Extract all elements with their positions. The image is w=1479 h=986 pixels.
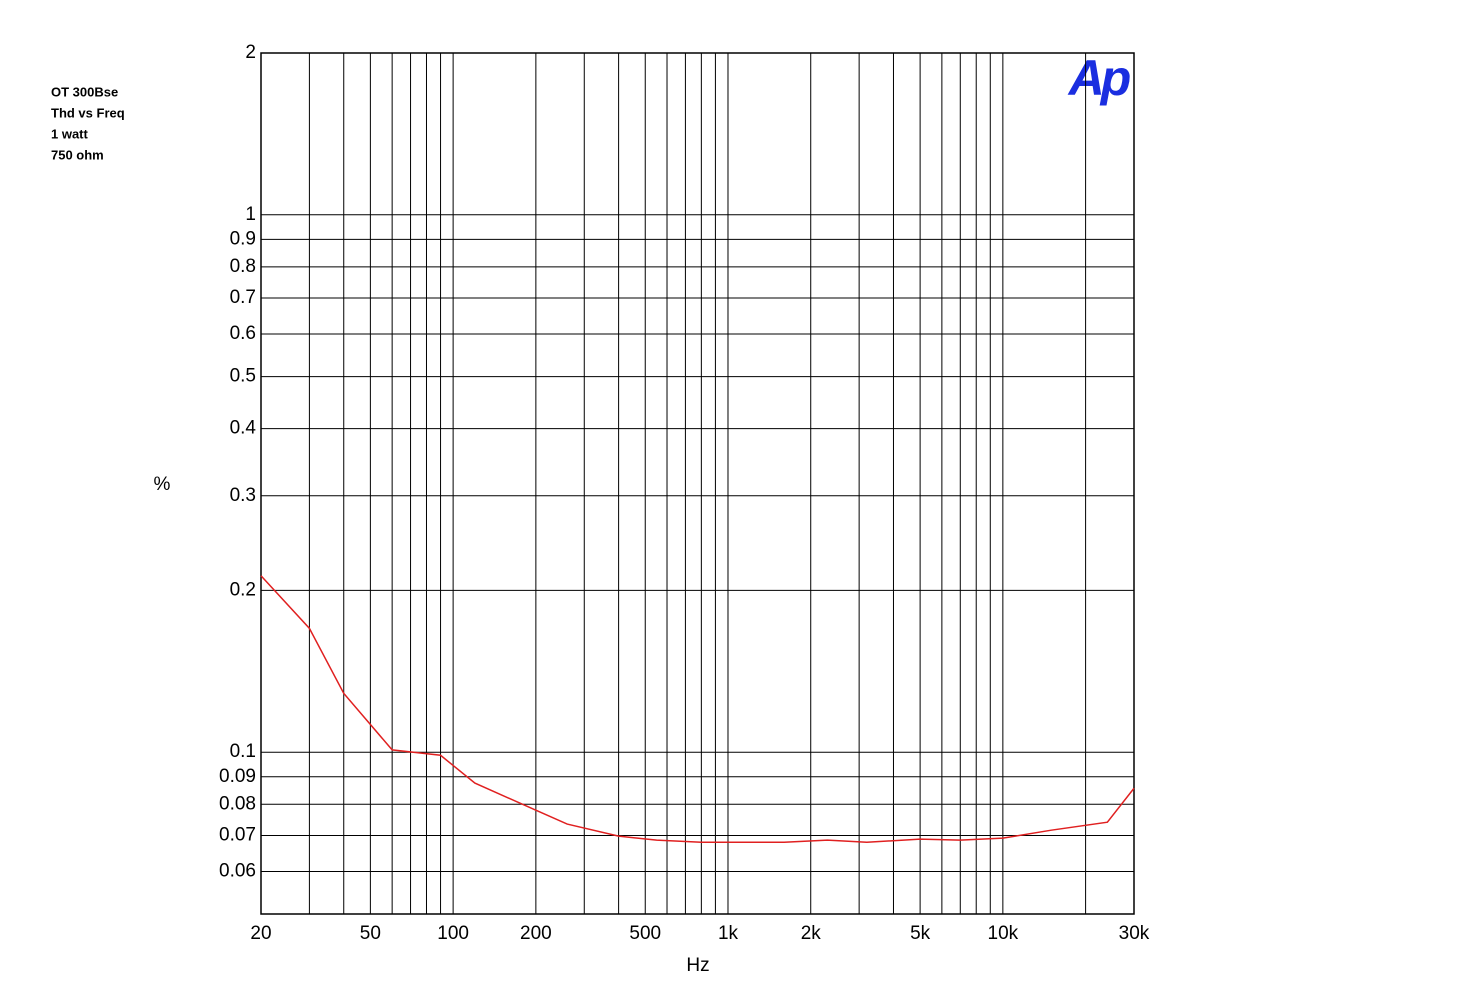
y-tick-label: 0.08 xyxy=(219,793,256,814)
y-tick-label: 0.6 xyxy=(230,323,256,344)
note: OT 300Bse xyxy=(51,84,118,99)
x-tick-label: 10k xyxy=(988,923,1019,944)
y-tick-label: 0.8 xyxy=(230,256,256,277)
y-tick-label: 0.07 xyxy=(219,824,256,845)
y-tick-label: 0.06 xyxy=(219,860,256,881)
x-tick-label: 2k xyxy=(801,923,822,944)
y-tick-label: 0.5 xyxy=(230,366,256,387)
y-tick-label: 0.09 xyxy=(219,766,256,787)
y-tick-label: 0.2 xyxy=(230,579,256,600)
logo: Ap xyxy=(1067,50,1130,106)
x-tick-label: 1k xyxy=(718,923,739,944)
note: 1 watt xyxy=(51,126,89,141)
x-tick-label: 500 xyxy=(629,923,661,944)
note: Thd vs Freq xyxy=(51,105,125,120)
x-tick-label: 20 xyxy=(250,923,271,944)
y-tick-label: 0.3 xyxy=(230,485,256,506)
x-tick-label: 100 xyxy=(437,923,469,944)
y-tick-label: 0.7 xyxy=(230,287,256,308)
data-line xyxy=(260,575,1135,843)
note: 750 ohm xyxy=(51,147,104,162)
y-axis-label: % xyxy=(154,474,171,495)
y-tick-label: 0.9 xyxy=(230,228,256,249)
y-tick-label: 0.4 xyxy=(230,418,257,439)
y-tick-label: 0.1 xyxy=(230,741,256,762)
x-tick-label: 5k xyxy=(910,923,931,944)
x-axis-label: Hz xyxy=(686,955,709,976)
x-tick-label: 30k xyxy=(1119,923,1150,944)
x-tick-label: 50 xyxy=(360,923,381,944)
y-tick-label: 1 xyxy=(245,204,256,225)
y-tick-label: 2 xyxy=(245,42,256,63)
x-tick-label: 200 xyxy=(520,923,552,944)
plot-frame xyxy=(260,52,1135,915)
